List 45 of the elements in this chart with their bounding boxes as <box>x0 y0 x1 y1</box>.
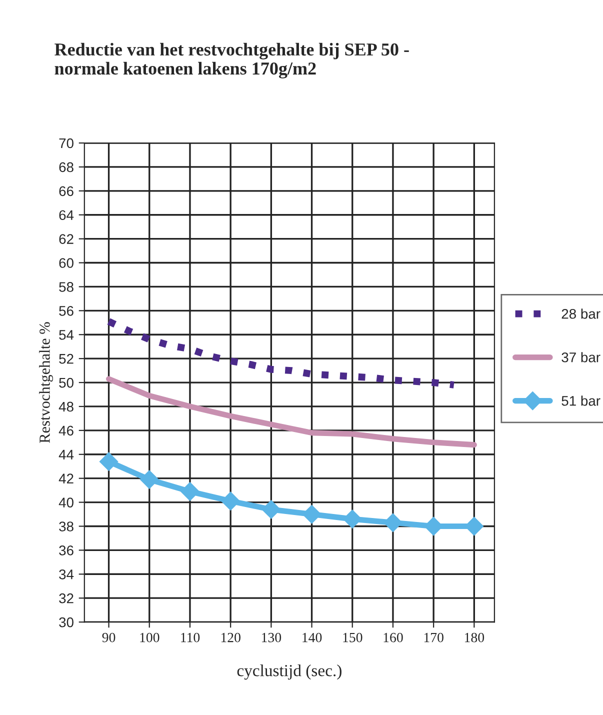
point <box>384 513 402 532</box>
point <box>99 452 118 471</box>
y-tick-label: 42 <box>58 474 74 484</box>
point <box>262 500 281 519</box>
y-axis-title: Restvochtgehalte % <box>39 322 53 443</box>
y-tick-label: 34 <box>59 569 74 580</box>
y-tick-label: 46 <box>58 426 74 436</box>
y-tick-label: 48 <box>58 402 74 412</box>
point <box>180 482 200 501</box>
y-tick-label: 44 <box>58 450 74 460</box>
x-axis-title: cyclustijd (sec.) <box>237 664 342 680</box>
y-tick-label: 40 <box>58 498 74 508</box>
y-tick-label: 38 <box>59 522 74 532</box>
chart-title: Reductie van het restvochtgehalte bij SEP 50 - normale katoenen lakens 170g/m2 <box>54 42 409 78</box>
x-tick-label: 110 <box>181 632 200 642</box>
y-tick-label: 32 <box>59 593 74 604</box>
x-tick-label: 140 <box>302 632 322 642</box>
y-tick-label: 30 <box>59 617 74 628</box>
y-tick-label: 58 <box>59 282 74 292</box>
y-tick-label: 64 <box>59 210 74 220</box>
point <box>140 470 159 489</box>
y-tick-label: 70 <box>59 138 74 148</box>
y-tick-label: 36 <box>59 546 74 556</box>
y-tick-label: 54 <box>59 330 74 340</box>
x-tick-label: 160 <box>384 632 403 642</box>
x-tick-label: 180 <box>464 632 484 642</box>
legend-label: 37 bar <box>562 352 600 362</box>
y-tick-label: 60 <box>59 258 74 268</box>
y-tick-label: 66 <box>59 186 74 196</box>
x-tick-label: 130 <box>262 632 282 642</box>
x-tick-label: 120 <box>221 632 240 642</box>
legend-label: 28 bar <box>562 308 600 319</box>
legend-label: 51 bar <box>562 396 600 406</box>
point <box>221 492 240 510</box>
x-tick-label: 90 <box>102 632 116 642</box>
x-tick-label: 100 <box>140 632 160 642</box>
x-tick-label: 150 <box>343 632 362 642</box>
point <box>302 504 322 524</box>
y-tick-label: 50 <box>59 378 74 388</box>
point <box>343 510 362 528</box>
y-tick-label: 62 <box>59 234 74 244</box>
y-tick-label: 68 <box>59 162 74 172</box>
x-tick-label: 170 <box>424 632 444 642</box>
y-tick-label: 52 <box>59 354 74 364</box>
y-tick-label: 56 <box>59 306 74 316</box>
